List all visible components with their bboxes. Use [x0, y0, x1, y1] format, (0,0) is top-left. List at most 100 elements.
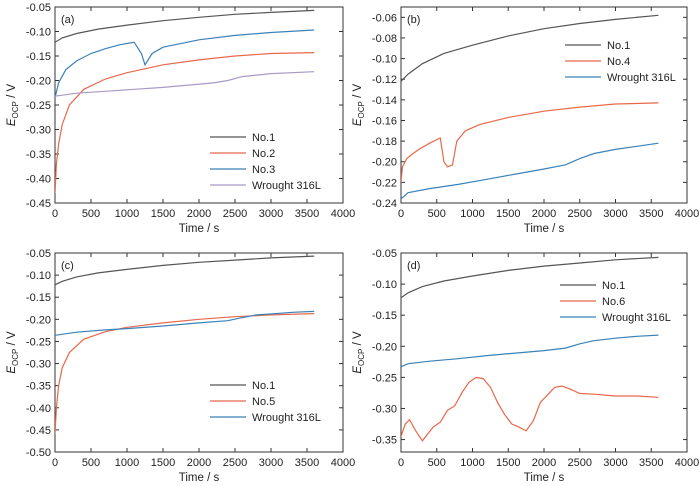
panel-d: 0 500 1000 1500 2000 2500 3000 3500 4000-0.35-0.… — [352, 248, 699, 484]
legend-entry: No.1 — [252, 380, 275, 392]
y-tick-label: -0.10 — [26, 270, 51, 282]
y-tick-label: -0.25 — [372, 372, 397, 384]
x-tick-label: 3500 — [639, 208, 663, 220]
x-tick-label: 2500 — [223, 457, 247, 469]
x-tick-label: 2500 — [568, 208, 592, 220]
x-tick-label: 2500 — [223, 208, 247, 220]
legend-entry: No.2 — [252, 148, 275, 160]
series-line-no-1 — [55, 255, 315, 286]
panel-b: 0 500 1000 1500 2000 2500 3000 3500 4000-0.24-0.… — [352, 6, 699, 235]
y-tick-label: -0.30 — [26, 125, 51, 137]
legend: No.1 No.6 Wrought 316L — [560, 280, 671, 324]
y-tick-label: -0.10 — [26, 27, 51, 39]
y-tick-label: -0.15 — [26, 292, 51, 304]
y-axis-ticks: -0.45 -0.40 -0.35 -0.30 -0.25 -0.20 -0.15 -0.10… — [26, 2, 343, 210]
x-tick-label: 3000 — [603, 208, 627, 220]
y-tick-label: -0.22 — [372, 177, 397, 189]
y-tick-label: -0.40 — [26, 174, 51, 186]
series-line-no-4 — [401, 102, 659, 183]
x-tick-label: 500 — [82, 457, 100, 469]
legend: No.1 No.5 Wrought 316L — [210, 380, 321, 424]
x-tick-label: 2000 — [187, 208, 211, 220]
x-tick-label: 3000 — [259, 208, 283, 220]
x-axis-ticks: 0 500 1000 1500 2000 2500 3000 3500 4000 — [398, 253, 699, 469]
x-axis-ticks: 0 500 1000 1500 2000 2500 3000 3500 4000 — [398, 7, 699, 220]
x-tick-label: 1000 — [460, 457, 484, 469]
x-tick-label: 1500 — [496, 208, 520, 220]
series-line-wrought-316l — [401, 142, 659, 200]
series-line-no-1 — [401, 14, 659, 82]
y-tick-label: -0.24 — [372, 198, 397, 210]
y-tick-label: -0.45 — [26, 425, 51, 437]
panel-label: (c) — [61, 260, 74, 272]
legend-entry: No.1 — [602, 280, 625, 292]
series-line-no-6 — [401, 376, 659, 442]
panel-label: (a) — [61, 14, 74, 26]
plot-frame — [400, 252, 688, 453]
x-tick-label: 3500 — [639, 457, 663, 469]
x-tick-label: 0 — [398, 208, 404, 220]
x-tick-label: 1500 — [496, 457, 520, 469]
series-line-wrought-316l — [401, 334, 659, 368]
plot-frame — [54, 6, 344, 204]
y-axis-ticks: -0.35 -0.30 -0.25 -0.20 -0.15 -0.10 -0.05 — [372, 248, 687, 447]
x-tick-label: 0 — [52, 208, 58, 220]
y-axis-label: EOCP / V — [6, 84, 20, 127]
x-tick-label: 500 — [428, 457, 446, 469]
x-axis-label: Time / s — [524, 472, 565, 484]
panel-label: (b) — [407, 14, 420, 26]
x-tick-label: 4000 — [331, 457, 355, 469]
x-axis-label: Time / s — [179, 223, 220, 235]
y-tick-label: -0.05 — [372, 248, 397, 260]
x-tick-label: 0 — [398, 457, 404, 469]
y-tick-label: -0.35 — [26, 381, 51, 393]
x-tick-label: 2000 — [532, 208, 556, 220]
series-line-no-1 — [401, 256, 659, 299]
panel-c: 0 500 1000 1500 2000 2500 3000 3500 4000-0.50-0.… — [6, 248, 355, 484]
series-line-no-5 — [55, 313, 315, 435]
x-tick-label: 2000 — [532, 457, 556, 469]
legend-entry: No.5 — [252, 396, 275, 408]
series-line-no-2 — [55, 52, 315, 194]
series-line-no-3 — [55, 29, 315, 98]
y-tick-label: -0.20 — [26, 76, 51, 88]
y-tick-label: -0.15 — [26, 51, 51, 63]
y-tick-label: -0.05 — [26, 248, 51, 260]
y-tick-label: -0.15 — [372, 310, 397, 322]
y-tick-label: -0.35 — [372, 435, 397, 447]
y-tick-label: -0.30 — [372, 403, 397, 415]
y-tick-label: -0.30 — [26, 359, 51, 371]
y-tick-label: -0.14 — [372, 95, 397, 107]
panel-a: 0 500 1000 1500 2000 2500 3000 3500 4000-0.45-0.… — [6, 2, 355, 235]
x-tick-label: 1000 — [460, 208, 484, 220]
x-tick-label: 1500 — [151, 457, 175, 469]
x-tick-label: 3500 — [295, 457, 319, 469]
y-axis-label: EOCP / V — [352, 331, 366, 374]
legend-entry: Wrought 316L — [252, 412, 321, 424]
y-tick-label: -0.20 — [372, 157, 397, 169]
y-tick-label: -0.35 — [26, 149, 51, 161]
series-line-wrought-316l — [55, 310, 315, 336]
legend-entry: No.6 — [602, 296, 625, 308]
y-axis-label: EOCP / V — [6, 331, 20, 374]
x-tick-label: 1000 — [115, 457, 139, 469]
legend-entry: Wrought 316L — [252, 180, 321, 192]
x-tick-label: 1500 — [151, 208, 175, 220]
y-tick-label: -0.40 — [26, 403, 51, 415]
y-tick-label: -0.05 — [26, 2, 51, 14]
y-tick-label: -0.06 — [372, 12, 397, 24]
y-tick-label: -0.10 — [372, 279, 397, 291]
x-tick-label: 4000 — [331, 208, 355, 220]
panel-label: (d) — [407, 260, 420, 272]
y-axis-ticks: -0.24 -0.22 -0.20 -0.18 -0.16 -0.14 -0.12 -0.10… — [372, 12, 687, 210]
legend-entry: Wrought 316L — [607, 72, 676, 84]
x-tick-label: 1000 — [115, 208, 139, 220]
legend-entry: Wrought 316L — [602, 312, 671, 324]
y-tick-label: -0.20 — [372, 341, 397, 353]
y-tick-label: -0.18 — [372, 136, 397, 148]
y-tick-label: -0.16 — [372, 115, 397, 127]
x-axis-ticks: 0 500 1000 1500 2000 2500 3000 3500 4000 — [52, 7, 355, 220]
plot-frame — [400, 6, 688, 204]
x-tick-label: 0 — [52, 457, 58, 469]
